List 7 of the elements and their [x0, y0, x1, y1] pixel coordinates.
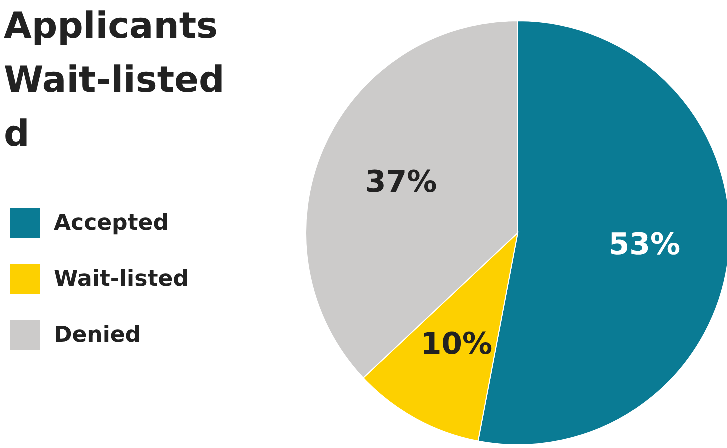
- text: Applicants Wait-listed d: [4, 5, 225, 157]
- data-label: 37%: [365, 164, 438, 200]
- legend-label: Denied: [54, 322, 142, 348]
- data-label: 10%: [420, 326, 493, 362]
- data-label: 53%: [608, 227, 681, 262]
- legend-label: Wait-listed: [54, 266, 189, 292]
- legend-label: Accepted: [54, 210, 169, 236]
